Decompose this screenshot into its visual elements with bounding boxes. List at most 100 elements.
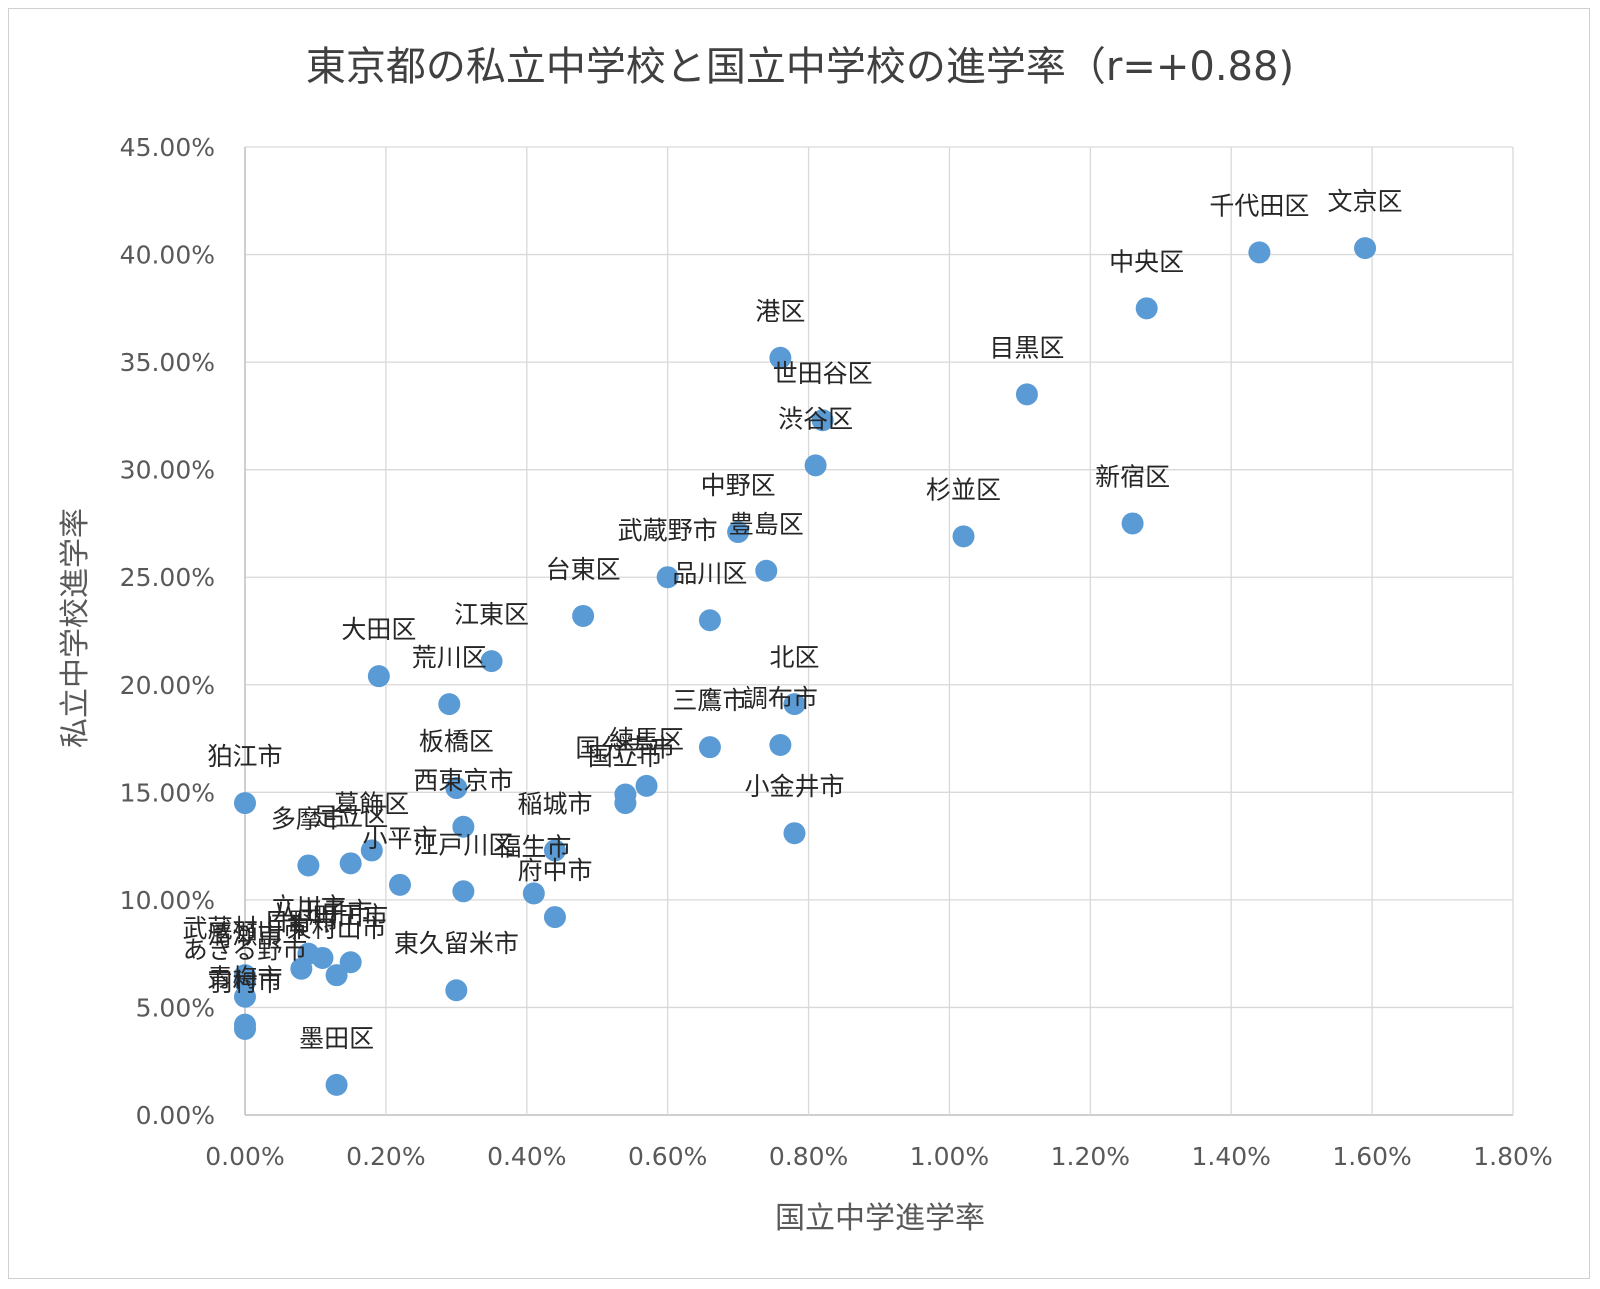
data-label: 目黒区 bbox=[989, 333, 1064, 362]
data-point bbox=[783, 693, 806, 716]
data-point bbox=[727, 521, 750, 544]
y-tick-label: 10.00% bbox=[120, 886, 215, 915]
data-label: 府中市 bbox=[517, 856, 592, 885]
data-label: 大田区 bbox=[341, 615, 416, 644]
data-label: 羽村市 bbox=[207, 968, 282, 997]
data-point bbox=[234, 964, 256, 987]
data-point bbox=[234, 792, 256, 815]
data-label: 福生市 bbox=[496, 832, 571, 861]
y-tick-label: 30.00% bbox=[120, 456, 215, 485]
y-axis-title: 私立中学校進学率 bbox=[58, 508, 93, 748]
x-tick-label: 0.80% bbox=[769, 1142, 848, 1171]
chart-title: 東京都の私立中学校と国立中学校の進学率（r=+0.88) bbox=[306, 44, 1294, 90]
data-label: 千代田区 bbox=[1209, 191, 1309, 220]
data-point bbox=[543, 906, 566, 929]
tick-labels: 0.00% 5.00% 10.00% 15.00% 20.00% 25.00% 30.00%… bbox=[120, 133, 1553, 1171]
data-point bbox=[698, 609, 721, 632]
x-tick-label: 1.40% bbox=[1192, 1142, 1271, 1171]
chart-frame bbox=[8, 8, 1590, 1279]
x-tick-label: 1.00% bbox=[910, 1142, 989, 1171]
data-point bbox=[339, 951, 362, 974]
data-point bbox=[698, 736, 721, 759]
data-point bbox=[339, 852, 362, 875]
data-label: 葛飾区 bbox=[334, 789, 409, 818]
data-label: 西東京市 bbox=[413, 766, 513, 795]
y-tick-label: 45.00% bbox=[120, 133, 215, 162]
data-point bbox=[445, 777, 468, 800]
data-label: 日野市 bbox=[264, 908, 339, 937]
data-point bbox=[1248, 241, 1271, 264]
data-point bbox=[1121, 512, 1144, 535]
data-point bbox=[234, 985, 256, 1008]
data-label: 練馬区 bbox=[609, 725, 684, 754]
data-label: 中野区 bbox=[701, 471, 776, 500]
data-label: 青梅市 bbox=[207, 964, 282, 993]
data-point bbox=[1354, 237, 1377, 260]
data-label: 小平市 bbox=[362, 824, 437, 853]
data-point bbox=[572, 604, 595, 627]
data-point bbox=[783, 822, 806, 845]
data-point bbox=[811, 409, 834, 432]
data-point bbox=[769, 346, 792, 369]
data-label: 足立区 bbox=[313, 802, 388, 831]
data-label: 文京区 bbox=[1328, 187, 1403, 216]
data-label: 小金井市 bbox=[744, 772, 844, 801]
y-tick-label: 25.00% bbox=[120, 563, 215, 592]
x-tick-label: 1.80% bbox=[1473, 1142, 1552, 1171]
data-label: 品川区 bbox=[672, 559, 747, 588]
data-label: 江戸川区 bbox=[413, 830, 513, 859]
data-label: 稲城市 bbox=[517, 789, 592, 818]
data-label: 杉並区 bbox=[926, 475, 1001, 504]
data-label: 荒川区 bbox=[412, 643, 487, 672]
data-point bbox=[234, 1017, 256, 1040]
data-label: 武蔵野市 bbox=[618, 516, 718, 545]
data-point bbox=[614, 792, 637, 815]
data-label: 港区 bbox=[755, 297, 805, 326]
x-tick-label: 0.20% bbox=[346, 1142, 425, 1171]
data-point bbox=[755, 559, 778, 582]
data-label: 国立市 bbox=[588, 742, 663, 771]
data-label: 清瀬市 bbox=[207, 921, 282, 950]
data-point bbox=[290, 957, 313, 980]
data-point bbox=[543, 839, 566, 862]
data-point bbox=[952, 525, 975, 548]
data-label: 町田市 bbox=[313, 901, 388, 930]
data-label: 板橋区 bbox=[419, 727, 494, 756]
data-label: 豊島区 bbox=[729, 510, 804, 539]
data-point bbox=[388, 873, 411, 896]
data-point bbox=[1015, 383, 1038, 406]
data-point bbox=[656, 566, 679, 589]
data-label: 世田谷区 bbox=[773, 359, 873, 388]
x-tick-label: 0.00% bbox=[205, 1142, 284, 1171]
data-point bbox=[325, 964, 348, 987]
data-point bbox=[311, 946, 334, 969]
grid bbox=[244, 146, 1514, 1116]
data-point bbox=[452, 815, 475, 838]
data-label: 中央区 bbox=[1109, 247, 1184, 276]
y-tick-label: 15.00% bbox=[120, 778, 215, 807]
data-point bbox=[367, 665, 390, 688]
data-label: 狛江市 bbox=[207, 742, 282, 771]
data-label: 国分寺市 bbox=[575, 733, 675, 762]
data-label: 東村山市 bbox=[287, 914, 387, 943]
data-point bbox=[522, 882, 545, 905]
data-points bbox=[234, 237, 1377, 1096]
data-point bbox=[480, 650, 503, 673]
data-label: 三鷹市 bbox=[672, 686, 747, 715]
data-label: 台東区 bbox=[546, 555, 621, 584]
data-label: 江東区 bbox=[454, 600, 529, 629]
data-point bbox=[438, 693, 461, 716]
data-point bbox=[769, 734, 792, 757]
data-point bbox=[804, 454, 827, 477]
y-tick-label: 0.00% bbox=[136, 1101, 215, 1130]
data-label: 武蔵村山市 bbox=[182, 914, 307, 943]
data-label: あきる野市 bbox=[183, 936, 308, 965]
x-axis-title: 国立中学進学率 bbox=[775, 1201, 985, 1236]
x-tick-label: 0.40% bbox=[487, 1142, 566, 1171]
data-point bbox=[297, 854, 320, 877]
data-label: 渋谷区 bbox=[778, 404, 853, 433]
data-point bbox=[452, 880, 475, 903]
y-tick-label: 20.00% bbox=[120, 671, 215, 700]
